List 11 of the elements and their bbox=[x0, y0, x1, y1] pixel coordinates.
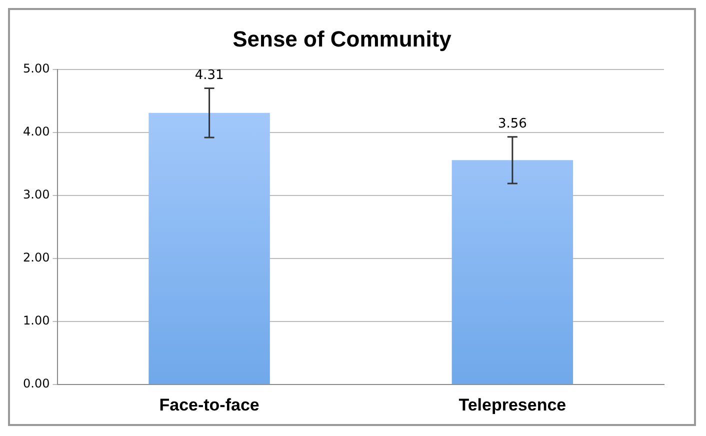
y-tick-label: 0.00 bbox=[23, 376, 50, 391]
data-label: 3.56 bbox=[498, 116, 527, 132]
data-label: 4.31 bbox=[194, 68, 224, 84]
y-tick-label: 4.00 bbox=[23, 124, 50, 139]
x-tick-label: Face-to-face bbox=[159, 395, 260, 414]
y-tick-label: 2.00 bbox=[23, 250, 50, 265]
chart-title: Sense of Community bbox=[232, 26, 452, 52]
y-tick-label: 1.00 bbox=[23, 314, 50, 328]
x-tick-label: Telepresence bbox=[458, 395, 566, 414]
y-tick-label: 5.00 bbox=[23, 62, 50, 76]
y-tick-label: 3.00 bbox=[23, 188, 50, 202]
